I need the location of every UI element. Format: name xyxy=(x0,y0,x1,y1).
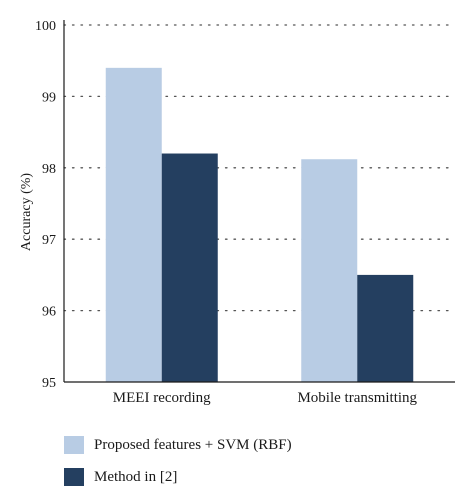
y-tick-labels: 95 96 97 98 99 100 xyxy=(35,19,56,391)
bar-proposed xyxy=(105,67,162,382)
y-tick-label: 99 xyxy=(42,90,56,105)
y-tick-label: 95 xyxy=(42,376,56,391)
category-label: Mobile transmitting xyxy=(297,390,417,406)
bar-method2 xyxy=(161,153,218,382)
category-labels: MEEI recording Mobile transmitting xyxy=(113,390,418,406)
y-tick-label: 98 xyxy=(42,162,56,177)
axes xyxy=(63,20,455,383)
legend-swatch-proposed xyxy=(64,436,84,454)
y-tick-label: 100 xyxy=(35,19,56,34)
y-tick-label: 96 xyxy=(42,305,56,320)
gridlines xyxy=(63,24,456,312)
y-axis-label: Accuracy (%) xyxy=(19,173,34,251)
legend-label-method2: Method in [2] xyxy=(94,468,178,485)
y-tick-label: 97 xyxy=(42,233,56,248)
legend-item-proposed: Proposed features + SVM (RBF) xyxy=(64,430,292,460)
legend-swatch-method2 xyxy=(64,468,84,486)
category-label: MEEI recording xyxy=(113,390,211,406)
legend-item-method2: Method in [2] xyxy=(64,462,292,492)
bar-method2 xyxy=(357,274,414,382)
legend: Proposed features + SVM (RBF) Method in … xyxy=(64,430,292,494)
bar-proposed xyxy=(301,159,358,382)
legend-label-proposed: Proposed features + SVM (RBF) xyxy=(94,436,292,453)
bars xyxy=(105,67,414,382)
bar-chart: 95 96 97 98 99 100 MEEI recording Mobile trans… xyxy=(19,19,456,406)
